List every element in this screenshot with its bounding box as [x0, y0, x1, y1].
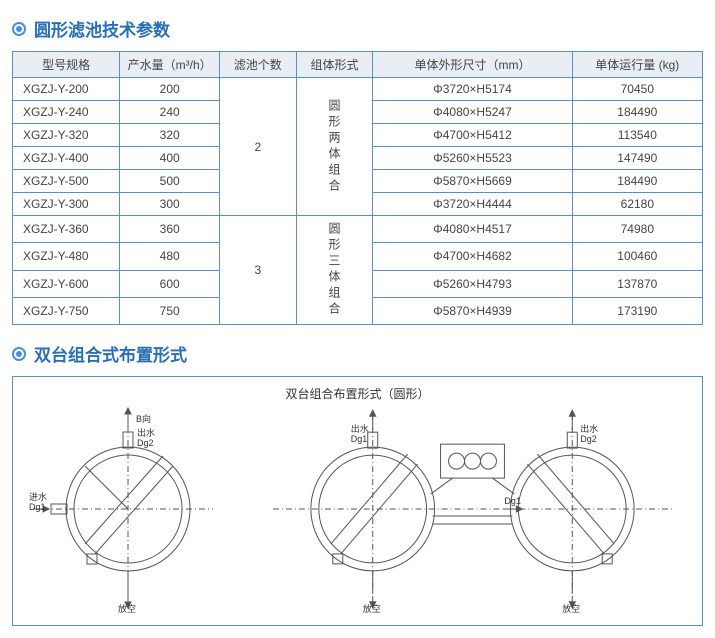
cell-wt: 113540 [572, 124, 702, 147]
label-drain: 放空 [363, 603, 381, 614]
cell-dim: Φ4080×H5247 [373, 101, 572, 124]
label-out: 出水 [137, 427, 155, 438]
bullet-icon [12, 22, 26, 36]
cell-flow: 500 [120, 170, 220, 193]
cell-dim: Φ4080×H4517 [373, 216, 572, 243]
cell-flow: 480 [120, 243, 220, 270]
cell-wt: 62180 [572, 193, 702, 216]
label-drain: 放空 [118, 603, 136, 614]
cell-flow: 750 [120, 297, 220, 324]
cell-flow: 240 [120, 101, 220, 124]
label-drain: 放空 [562, 603, 580, 614]
cell-dim: Φ5260×H5523 [373, 147, 572, 170]
cell-model: XGZJ-Y-360 [13, 216, 120, 243]
cell-model: XGZJ-Y-480 [13, 243, 120, 270]
cell-model: XGZJ-Y-200 [13, 78, 120, 101]
cell-flow: 600 [120, 270, 220, 297]
table-row: XGZJ-Y-360 360 3 圆形三体组合 Φ4080×H4517 7498… [13, 216, 703, 243]
cell-model: XGZJ-Y-400 [13, 147, 120, 170]
cell-dim: Φ3720×H5174 [373, 78, 572, 101]
cell-dim: Φ5870×H4939 [373, 297, 572, 324]
label-dg1: Dg1 [504, 496, 520, 506]
cell-dim: Φ5870×H5669 [373, 170, 572, 193]
cell-flow: 300 [120, 193, 220, 216]
dual-tank-svg: 出水 Dg1 出水 Dg2 Dg1 放空 放空 [253, 404, 692, 614]
bullet-icon [12, 347, 26, 361]
cell-model: XGZJ-Y-600 [13, 270, 120, 297]
cell-flow: 320 [120, 124, 220, 147]
section-title-table: 圆形滤池技术参数 [12, 16, 703, 41]
col-header: 型号规格 [13, 52, 120, 78]
label-dg1: Dg1 [351, 434, 367, 444]
label-dg2: Dg2 [580, 434, 596, 444]
cell-wt: 184490 [572, 101, 702, 124]
cell-wt: 137870 [572, 270, 702, 297]
cell-dim: Φ4700×H4682 [373, 243, 572, 270]
cell-count: 3 [219, 216, 296, 325]
cell-wt: 147490 [572, 147, 702, 170]
diagram-caption: 双台组合布置形式（圆形） [23, 385, 692, 402]
table-header-row: 型号规格 产水量（m³/h） 滤池个数 组体形式 单体外形尺寸（mm） 单体运行… [13, 52, 703, 78]
cell-wt: 184490 [572, 170, 702, 193]
diagram-right: 出水 Dg1 出水 Dg2 Dg1 放空 放空 [253, 404, 692, 619]
single-tank-svg: B向 出水 Dg2 进水 Dg1 放空 [23, 404, 233, 614]
label-b-dir: B向 [136, 413, 151, 424]
label-dg1: Dg1 [29, 502, 46, 512]
cell-model: XGZJ-Y-300 [13, 193, 120, 216]
cell-dim: Φ5260×H4793 [373, 270, 572, 297]
spec-table: 型号规格 产水量（m³/h） 滤池个数 组体形式 单体外形尺寸（mm） 单体运行… [12, 51, 703, 325]
cell-wt: 70450 [572, 78, 702, 101]
label-out: 出水 [351, 423, 369, 434]
cell-model: XGZJ-Y-240 [13, 101, 120, 124]
cell-form: 圆形三体组合 [296, 216, 373, 325]
cell-model: XGZJ-Y-500 [13, 170, 120, 193]
table-row: XGZJ-Y-200 200 2 圆形两体组合 Φ3720×H5174 7045… [13, 78, 703, 101]
col-header: 单体外形尺寸（mm） [373, 52, 572, 78]
label-out: 出水 [580, 423, 598, 434]
col-header: 产水量（m³/h） [120, 52, 220, 78]
label-in: 进水 [29, 491, 47, 502]
cell-form: 圆形两体组合 [296, 78, 373, 216]
cell-model: XGZJ-Y-750 [13, 297, 120, 324]
diagram-left: B向 出水 Dg2 进水 Dg1 放空 [23, 404, 233, 619]
cell-wt: 74980 [572, 216, 702, 243]
table-heading: 圆形滤池技术参数 [34, 16, 170, 41]
col-header: 滤池个数 [219, 52, 296, 78]
diagram-heading: 双台组合式布置形式 [34, 341, 187, 366]
cell-dim: Φ3720×H4444 [373, 193, 572, 216]
cell-wt: 100460 [572, 243, 702, 270]
col-header: 组体形式 [296, 52, 373, 78]
label-dg2: Dg2 [137, 438, 154, 448]
cell-model: XGZJ-Y-320 [13, 124, 120, 147]
diagram-container: 双台组合布置形式（圆形） [12, 376, 703, 626]
cell-wt: 173190 [572, 297, 702, 324]
cell-dim: Φ4700×H5412 [373, 124, 572, 147]
col-header: 单体运行量 (kg) [572, 52, 702, 78]
cell-count: 2 [219, 78, 296, 216]
cell-flow: 400 [120, 147, 220, 170]
cell-flow: 360 [120, 216, 220, 243]
section-title-diagram: 双台组合式布置形式 [12, 341, 703, 366]
cell-flow: 200 [120, 78, 220, 101]
